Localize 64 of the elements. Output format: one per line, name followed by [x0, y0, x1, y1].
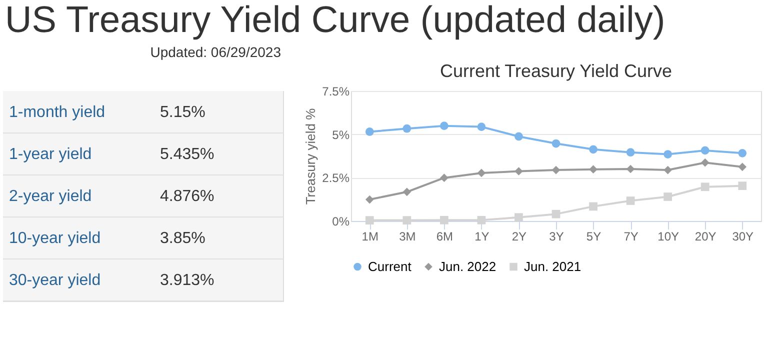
text: 3.913%	[160, 272, 214, 289]
y-tick-label: 2.5%	[322, 171, 350, 186]
category-label: 1-year yield	[9, 146, 92, 163]
point	[700, 146, 710, 155]
point	[365, 216, 374, 224]
point	[477, 168, 486, 178]
x-tick-label: 3Y	[549, 230, 564, 244]
point	[664, 150, 672, 158]
legend-label: Jun. 2022	[439, 258, 496, 274]
point	[514, 132, 523, 141]
point	[589, 145, 598, 154]
point	[626, 196, 635, 205]
legend-label: Jun. 2021	[524, 258, 582, 274]
x-tick-label: 30Y	[732, 230, 754, 244]
point	[700, 158, 710, 167]
category-label: 2-year yield	[9, 188, 92, 205]
point	[440, 122, 448, 130]
point	[738, 162, 747, 172]
point	[738, 182, 747, 190]
point	[700, 182, 710, 192]
point	[477, 122, 486, 131]
point	[440, 174, 448, 182]
y-tick-label: 7.5%	[322, 84, 350, 98]
legend-label: Current	[368, 258, 412, 274]
x-tick-label: 5Y	[586, 230, 602, 244]
point	[552, 139, 560, 148]
point	[365, 195, 374, 204]
point	[402, 216, 412, 224]
text: 4.876%	[160, 188, 214, 205]
category-label: 30-year yield	[9, 272, 101, 289]
point	[477, 216, 486, 224]
point	[514, 167, 523, 176]
point	[664, 166, 672, 174]
chart-title: Current Treasury Yield Curve	[440, 61, 672, 81]
point	[402, 188, 412, 196]
x-tick-label: 6M	[436, 230, 454, 244]
point	[552, 210, 560, 218]
y-tick-label: 0%	[332, 214, 350, 228]
point	[402, 124, 412, 133]
category-label: 1-month yield	[9, 104, 106, 121]
text: 5.435%	[160, 146, 214, 163]
text: US Treasury Yield Curve (updated daily)	[5, 0, 666, 40]
x-tick-label: 1M	[362, 230, 378, 244]
point	[664, 192, 672, 201]
point	[589, 165, 598, 174]
y-tick-label: 5%	[332, 128, 350, 142]
x-tick-label: 3M	[399, 230, 416, 244]
point	[552, 166, 560, 174]
text: 3.85%	[160, 230, 206, 247]
point	[440, 216, 448, 224]
category-label: 10-year yield	[9, 230, 101, 247]
x-tick-label: 1Y	[474, 230, 490, 244]
point	[626, 148, 635, 157]
x-tick-label: 7Y	[624, 230, 638, 244]
x-tick-label: 20Y	[694, 230, 716, 244]
y-axis-title: Treasury yield %	[303, 108, 318, 205]
text: Updated: 06/29/2023	[150, 44, 282, 60]
point	[514, 213, 523, 222]
x-tick-label: 10Y	[658, 230, 679, 244]
point	[738, 149, 747, 158]
point	[589, 202, 598, 211]
x-tick-label: 2Y	[512, 230, 527, 244]
point	[365, 128, 374, 136]
text: 5.15%	[160, 104, 206, 121]
